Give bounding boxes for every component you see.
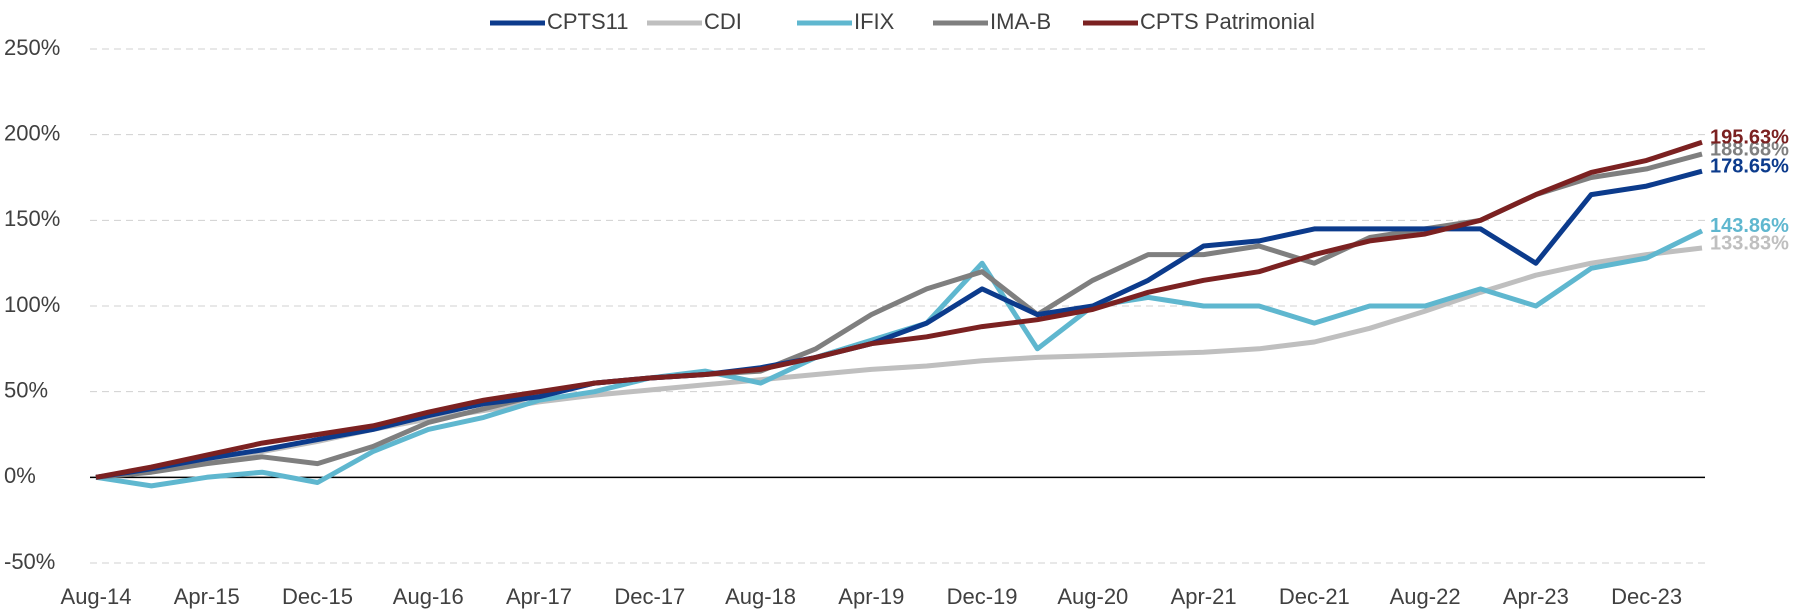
series-line [95, 168, 1703, 480]
y-tick-label: 150% [4, 206, 60, 231]
legend-label: IFIX [854, 9, 895, 34]
x-tick-label: Dec-23 [1611, 584, 1682, 609]
legend-label: IMA-B [990, 9, 1051, 34]
x-tick-label: Apr-23 [1503, 584, 1569, 609]
series-line [95, 228, 1704, 489]
x-tick-label: Dec-19 [947, 584, 1018, 609]
data-label: 143.86% [1710, 215, 1789, 237]
y-tick-label: 100% [4, 292, 60, 317]
legend-label: CDI [704, 9, 742, 34]
data-label: 195.63% [1710, 126, 1789, 148]
data-label: 133.83% [1710, 232, 1789, 254]
x-tick-label: Aug-18 [725, 584, 796, 609]
y-tick-label: 50% [4, 377, 48, 402]
series-line [95, 245, 1703, 480]
series-line [95, 151, 1703, 480]
y-tick-label: 0% [4, 463, 36, 488]
x-tick-label: Dec-15 [282, 584, 353, 609]
x-tick-label: Aug-22 [1390, 584, 1461, 609]
series-line [95, 139, 1703, 480]
legend-label: CPTS Patrimonial [1140, 9, 1315, 34]
x-tick-label: Apr-17 [506, 584, 572, 609]
x-tick-label: Apr-21 [1171, 584, 1237, 609]
x-tick-label: Aug-14 [61, 584, 132, 609]
data-label: 178.65% [1710, 156, 1789, 178]
x-tick-label: Aug-16 [393, 584, 464, 609]
data-label: 188.68% [1710, 138, 1789, 160]
y-tick-label: 250% [4, 35, 60, 60]
x-tick-label: Aug-20 [1057, 584, 1128, 609]
x-tick-label: Apr-15 [174, 584, 240, 609]
legend-label: CPTS11 [547, 9, 629, 34]
y-tick-label: 200% [4, 120, 60, 145]
x-tick-label: Apr-19 [838, 584, 904, 609]
x-tick-label: Dec-21 [1279, 584, 1350, 609]
y-tick-label: -50% [4, 549, 55, 574]
x-tick-label: Dec-17 [614, 584, 685, 609]
